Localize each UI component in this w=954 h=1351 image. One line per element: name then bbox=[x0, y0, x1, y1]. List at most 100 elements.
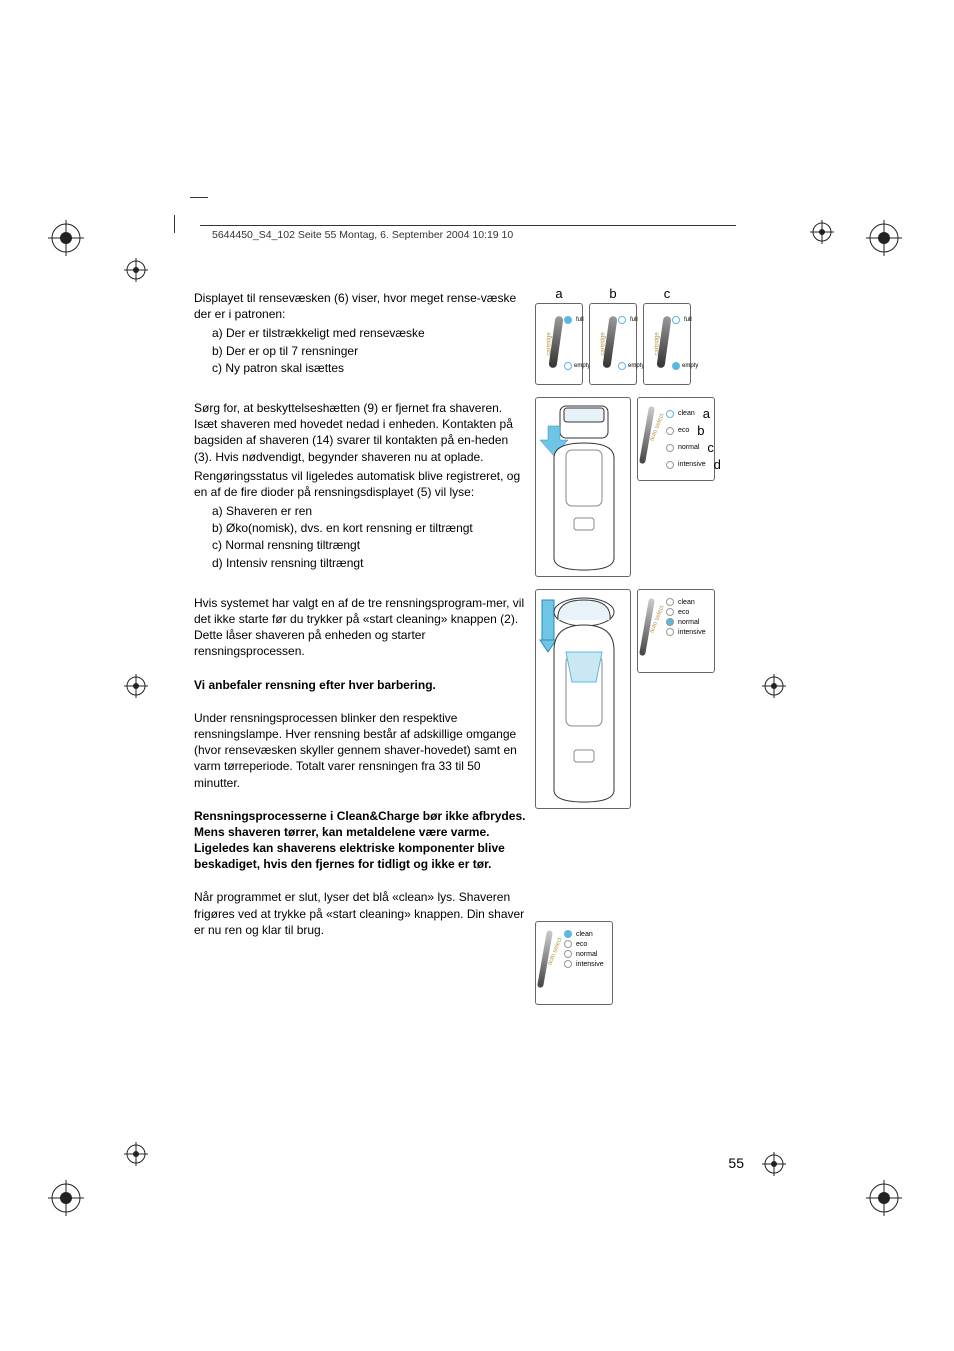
led-icon bbox=[666, 598, 674, 606]
status-label: clean bbox=[678, 599, 695, 606]
cross-target-icon bbox=[762, 1152, 786, 1181]
led-full-icon bbox=[672, 316, 680, 324]
status-label: intensive bbox=[678, 461, 706, 468]
registration-mark bbox=[48, 1180, 84, 1221]
empty-label: empty bbox=[628, 363, 644, 369]
status-label: intensive bbox=[678, 629, 706, 636]
gauge-box: cartridge full empty bbox=[535, 303, 583, 385]
header-rule bbox=[200, 225, 736, 226]
gauge-row: a cartridge full empty b cartridge full bbox=[535, 286, 735, 385]
list-2: a) Shaveren er ren b) Øko(nomisk), dvs. … bbox=[212, 503, 528, 571]
crop-line bbox=[190, 197, 208, 198]
status-label: intensive bbox=[576, 961, 604, 968]
led-empty-icon bbox=[672, 362, 680, 370]
list-item: a) Shaveren er ren bbox=[212, 503, 528, 519]
status-row-clean: clean bbox=[666, 598, 710, 606]
led-icon bbox=[564, 960, 572, 968]
paragraph: Under rensningsprocessen blinker den res… bbox=[194, 710, 528, 791]
page: 5644450_S4_102 Seite 55 Montag, 6. Septe… bbox=[0, 0, 954, 1351]
led-full-icon bbox=[618, 316, 626, 324]
paragraph: Når programmet er slut, lyser det blå «c… bbox=[194, 889, 528, 938]
status-row-intensive: intensived bbox=[666, 457, 710, 472]
empty-label: empty bbox=[574, 363, 590, 369]
led-icon bbox=[666, 410, 674, 418]
led-icon bbox=[666, 444, 674, 452]
gauge-box: cartridge full empty bbox=[589, 303, 637, 385]
status-label: eco bbox=[678, 609, 689, 616]
led-icon bbox=[564, 950, 572, 958]
graphic-column: a cartridge full empty b cartridge full bbox=[535, 286, 735, 1005]
cross-target-icon bbox=[124, 258, 148, 287]
full-label: full bbox=[576, 317, 584, 323]
gauge-b: b cartridge full empty bbox=[589, 286, 637, 385]
cross-target-icon bbox=[124, 1142, 148, 1171]
status-row-normal: normal bbox=[666, 618, 710, 626]
gauge-a: a cartridge full empty bbox=[535, 286, 583, 385]
page-number: 55 bbox=[728, 1155, 744, 1171]
status-row-intensive: intensive bbox=[564, 960, 608, 968]
list-item: c) Ny patron skal isættes bbox=[212, 360, 528, 376]
list-item: c) Normal rensning tiltrængt bbox=[212, 537, 528, 553]
led-icon bbox=[666, 427, 674, 435]
cross-target-icon bbox=[810, 220, 834, 249]
status-letter: c bbox=[707, 440, 714, 455]
shaver-status-row-2: auto select clean eco normal intensive bbox=[535, 589, 735, 809]
status-row-eco: eco bbox=[666, 608, 710, 616]
gauge-label: c bbox=[643, 286, 691, 301]
status-label: normal bbox=[678, 619, 699, 626]
list-item: b) Øko(nomisk), dvs. en kort rensning er… bbox=[212, 520, 528, 536]
full-label: full bbox=[630, 317, 638, 323]
status-display: auto select cleana ecob normalc intensiv… bbox=[637, 397, 715, 481]
shaver-diagram bbox=[535, 397, 631, 577]
led-icon bbox=[666, 461, 674, 469]
gauge-c: c cartridge full empty bbox=[643, 286, 691, 385]
gauge-box: cartridge full empty bbox=[643, 303, 691, 385]
led-icon bbox=[666, 608, 674, 616]
list-item: a) Der er tilstrækkeligt med rensevæske bbox=[212, 325, 528, 341]
status-letter: b bbox=[697, 423, 704, 438]
status-row-clean: clean bbox=[564, 930, 608, 938]
text-column: Displayet til rensevæsken (6) viser, hvo… bbox=[194, 290, 528, 941]
list-1: a) Der er tilstrækkeligt med rensevæske … bbox=[212, 325, 528, 376]
bold-paragraph: Rensningsprocesserne i Clean&Charge bør … bbox=[194, 808, 528, 873]
status-display: auto select clean eco normal intensive bbox=[637, 589, 715, 673]
status-letter: a bbox=[703, 406, 710, 421]
status-row-normal: normal bbox=[564, 950, 608, 958]
registration-mark bbox=[866, 220, 902, 261]
status-display-final: auto select clean eco normal intensive bbox=[535, 921, 613, 1005]
registration-mark bbox=[48, 220, 84, 261]
cross-target-icon bbox=[124, 674, 148, 703]
led-icon bbox=[666, 618, 674, 626]
gauge-label: a bbox=[535, 286, 583, 301]
list-item: b) Der er op til 7 rensninger bbox=[212, 343, 528, 359]
status-row-normal: normalc bbox=[666, 440, 710, 455]
bold-paragraph: Vi anbefaler rensning efter hver barberi… bbox=[194, 677, 528, 693]
led-icon bbox=[564, 930, 572, 938]
empty-label: empty bbox=[682, 363, 698, 369]
gauge-label: b bbox=[589, 286, 637, 301]
paragraph: Sørg for, at beskyttelseshætten (9) er f… bbox=[194, 400, 528, 465]
paragraph: Hvis systemet har valgt en af de tre ren… bbox=[194, 595, 528, 660]
status-row-eco: eco b bbox=[666, 423, 710, 438]
shaver-diagram-inserted bbox=[535, 589, 631, 809]
led-icon bbox=[564, 940, 572, 948]
list-item: d) Intensiv rensning tiltrængt bbox=[212, 555, 528, 571]
registration-mark bbox=[866, 1180, 902, 1221]
header-text: 5644450_S4_102 Seite 55 Montag, 6. Septe… bbox=[212, 229, 513, 241]
led-full-icon bbox=[564, 316, 572, 324]
led-icon bbox=[666, 628, 674, 636]
led-empty-icon bbox=[618, 362, 626, 370]
status-label: eco bbox=[678, 427, 689, 434]
status-label: eco bbox=[576, 941, 587, 948]
status-row-clean: cleana bbox=[666, 406, 710, 421]
full-label: full bbox=[684, 317, 692, 323]
shaver-inserting-icon bbox=[536, 398, 632, 578]
cross-target-icon bbox=[762, 674, 786, 703]
status-label: normal bbox=[576, 951, 597, 958]
status-label: clean bbox=[576, 931, 593, 938]
paragraph: Rengøringsstatus vil ligeledes automatis… bbox=[194, 468, 528, 500]
status-label: normal bbox=[678, 444, 699, 451]
shaver-status-row: auto select cleana ecob normalc intensiv… bbox=[535, 397, 735, 577]
status-row-intensive: intensive bbox=[666, 628, 710, 636]
led-empty-icon bbox=[564, 362, 572, 370]
